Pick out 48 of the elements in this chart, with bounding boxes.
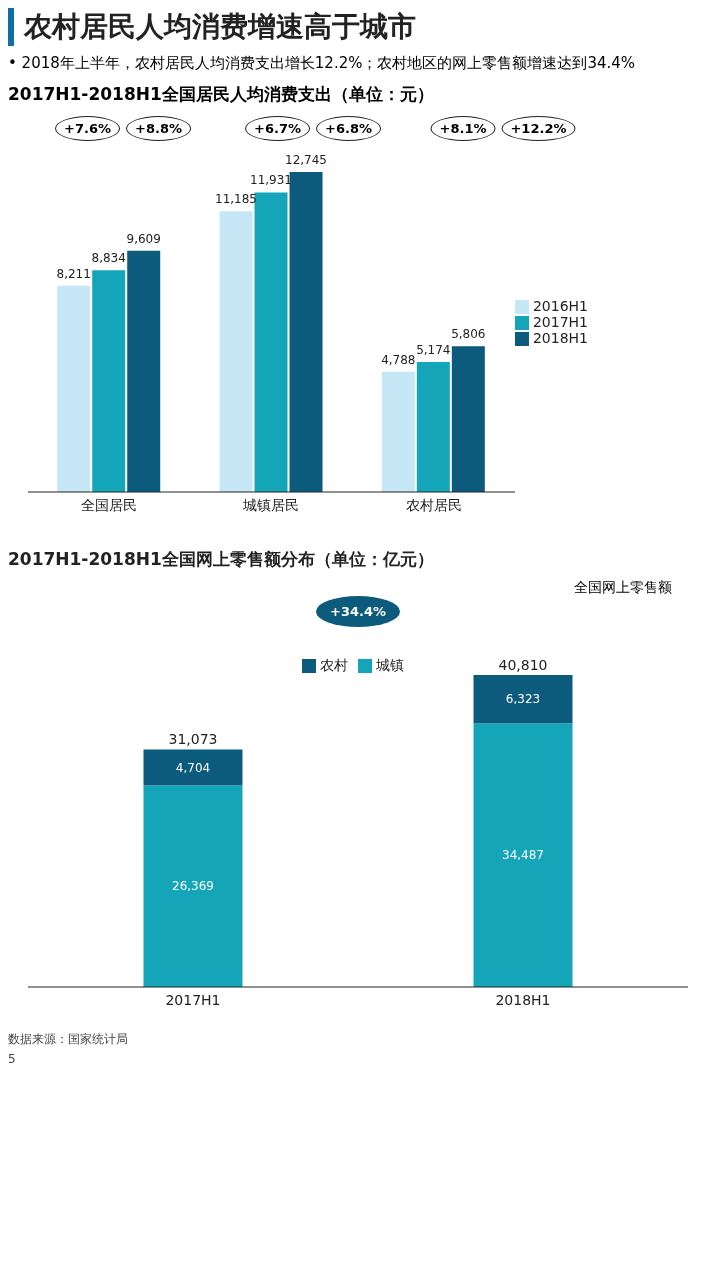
total-label: 40,810	[498, 657, 548, 673]
data-label: 12,745	[285, 153, 328, 167]
data-label: 5,806	[451, 327, 486, 342]
text: 5	[8, 1052, 17, 1066]
bar	[143, 785, 243, 987]
chart-title: 2017H1-2018H1全国网上零售额分布（单位：亿元）	[8, 548, 435, 571]
bar	[289, 172, 323, 492]
bar	[451, 346, 485, 492]
data-label: 9,609	[126, 231, 161, 246]
x-tick-label: 全国居民	[81, 496, 138, 513]
bar	[473, 723, 573, 987]
data-label: 8,211	[56, 266, 91, 281]
legend-label: 2017H1	[532, 314, 588, 330]
data-label: 4,788	[381, 352, 416, 367]
x-tick-label: 农村居民	[405, 496, 462, 513]
data-label: 5,174	[416, 343, 451, 358]
bar	[254, 192, 288, 492]
bar	[219, 211, 253, 492]
bar	[127, 250, 161, 492]
text: +34.4%	[316, 596, 400, 627]
text: +6.8%	[316, 116, 381, 141]
legend-label: 城镇	[376, 657, 404, 673]
bar	[416, 362, 450, 492]
chart-subtitle: 2017H1-2018H1全国居民人均消费支出（单位：元）	[8, 83, 435, 106]
text: • 2018年上半年，农村居民人均消费支出增长12.2%；农村地区的网上零售额增速达到34.4%	[8, 54, 637, 73]
total-label: 31,073	[168, 731, 218, 748]
text: 全国网上零售额	[573, 579, 672, 597]
bar	[381, 371, 415, 492]
legend-label: 2016H1	[532, 298, 588, 314]
x-tick-label: 城镇居民	[242, 496, 300, 513]
data-label: 4,704	[175, 760, 211, 775]
data-label: 6,323	[505, 692, 541, 707]
text: +8.8%	[126, 116, 191, 141]
bar	[143, 749, 243, 786]
chart-title: 农村居民人均消费增速高于城市	[8, 8, 712, 46]
text: +7.6%	[55, 116, 120, 141]
text: +6.7%	[245, 116, 310, 141]
text: +8.1%	[430, 116, 496, 141]
text: +12.2%	[501, 116, 576, 141]
bar	[473, 675, 573, 724]
bar	[57, 285, 91, 492]
legend-label: 农村	[320, 657, 348, 673]
data-label: 34,487	[502, 848, 544, 863]
data-label: 8,834	[91, 251, 126, 266]
source-note: 数据来源：国家统计局	[8, 1031, 129, 1048]
legend-label: 2018H1	[532, 330, 588, 346]
bar	[92, 270, 126, 492]
data-label: 26,369	[172, 879, 214, 894]
